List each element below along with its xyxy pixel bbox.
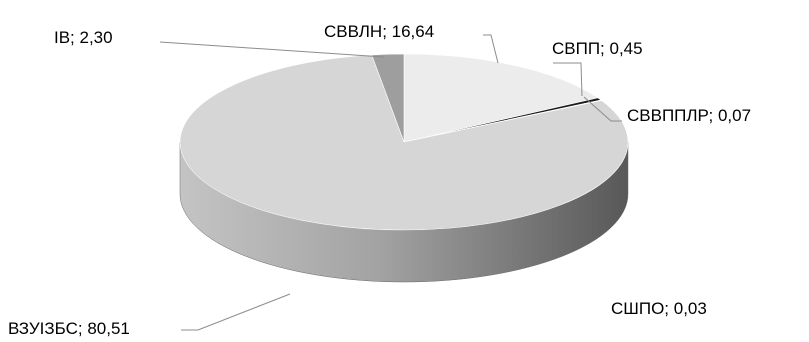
pie-top-faces <box>179 53 629 231</box>
slice-label-vzuizbs: ВЗУІЗБС; 80,51 <box>8 319 130 338</box>
leader-line-svvln <box>483 34 499 64</box>
slice-label-svvppl: СВВППЛР; 0,07 <box>627 106 751 125</box>
leader-lines <box>159 34 622 331</box>
leader-line-svpp <box>553 62 583 97</box>
slice-label-svpp: СВПП; 0,45 <box>552 39 643 58</box>
slice-label-svvln: СВВЛН; 16,64 <box>324 22 434 41</box>
slice-label-sshpo: СШПО; 0,03 <box>611 299 707 318</box>
leader-line-svvppl <box>583 96 622 122</box>
leader-line-iv <box>159 41 385 58</box>
pie-slice-ів <box>371 53 405 143</box>
leader-line-vzuizbs <box>181 293 291 331</box>
pie-slice-сввлн <box>403 53 599 143</box>
slice-label-iv: ІВ; 2,30 <box>54 28 113 47</box>
pie-slice-взуізбс <box>179 54 629 231</box>
